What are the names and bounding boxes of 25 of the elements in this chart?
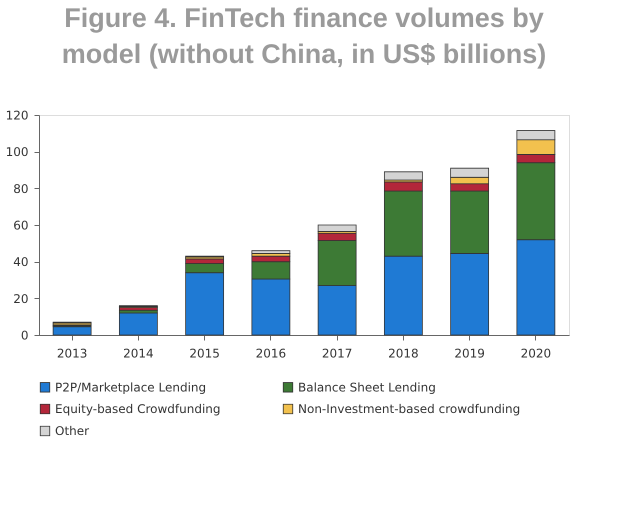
- bar: [52, 326, 92, 336]
- x-tick-label: 2013: [56, 346, 88, 360]
- y-tick-label: 120: [6, 108, 28, 122]
- x-tick-label: 2015: [189, 346, 220, 360]
- bar: [384, 171, 423, 180]
- y-tick-label: 40: [13, 255, 28, 270]
- y-tick-label: 60: [13, 218, 28, 232]
- x-tick-label: 2018: [388, 346, 419, 360]
- x-tick-label: 2016: [256, 346, 286, 360]
- legend-label: Other: [55, 424, 90, 438]
- y-tick-label: 0: [20, 328, 28, 342]
- chart-title: Figure 4. FinTech finance volumes by model (without China, in US$ billions): [62, 3, 546, 69]
- legend-label: Non-Investment-based crowdfunding: [298, 402, 520, 416]
- legend-label: P2P/Marketplace Lending: [55, 380, 206, 394]
- x-tick-label: 2014: [123, 346, 154, 360]
- bar: [251, 250, 290, 254]
- legend-label: Balance Sheet Lending: [298, 380, 436, 394]
- x-tick-label: 2019: [454, 346, 485, 360]
- x-tick-label: 2020: [520, 346, 552, 360]
- legend-label: Equity-based Crowdfunding: [55, 402, 221, 416]
- y-tick-label: 80: [13, 182, 28, 196]
- y-tick-label: 100: [6, 145, 28, 160]
- bar: [118, 312, 158, 336]
- x-tick-label: 2017: [322, 346, 352, 360]
- y-tick-label: 20: [13, 292, 28, 306]
